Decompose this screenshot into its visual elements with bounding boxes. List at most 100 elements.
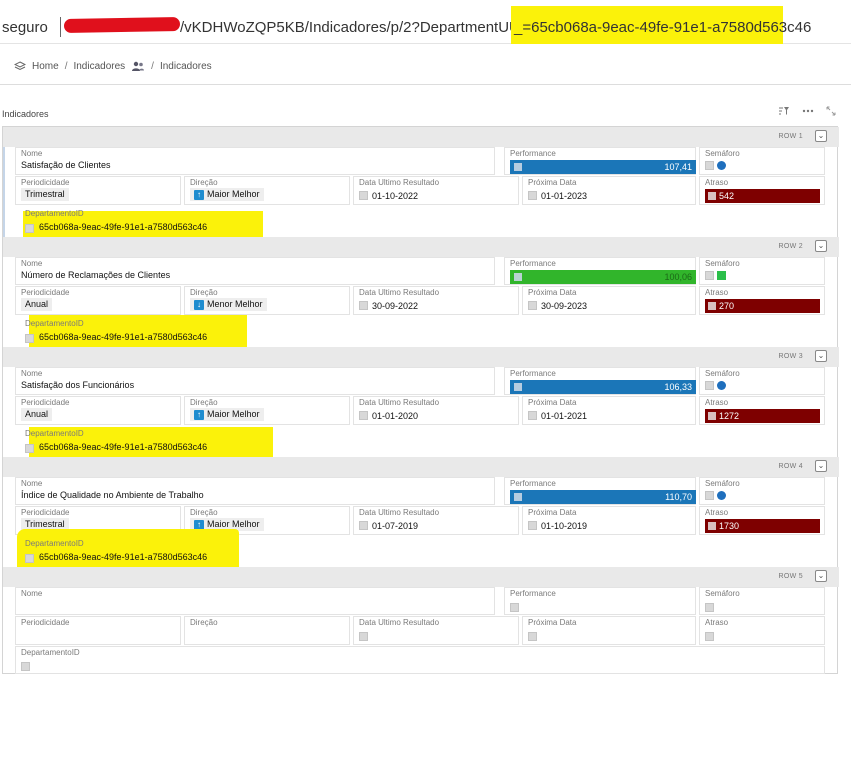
filter-sort-icon[interactable]: [778, 106, 790, 116]
proxima-data-text: 30-09-2023: [541, 301, 588, 311]
data-ultimo-value: 01-07-2019: [359, 521, 418, 531]
direcao-value: Maior Melhor: [207, 189, 260, 199]
row-label: ROW 3: [778, 353, 803, 360]
periodicidade-value: Trimestral: [21, 518, 69, 531]
field-icon: [21, 662, 30, 671]
data-ultimo-value: 01-10-2022: [359, 191, 418, 201]
field-icon: [708, 192, 716, 200]
periodicidade-label: Periodicidade: [21, 508, 70, 517]
data-ultimo-value: 01-01-2020: [359, 411, 418, 421]
performance-cell: Performance 106,33: [504, 367, 696, 395]
field-icon: [705, 603, 714, 612]
row-header-band: [3, 347, 839, 367]
periodicidade-value: Anual: [21, 298, 53, 311]
semaforo-dot-icon: [717, 161, 726, 170]
calendar-icon: [528, 191, 537, 200]
data-ultimo-label: Data Ultimo Resultado: [359, 178, 440, 187]
atraso-cell: Atraso: [699, 616, 825, 645]
atraso-label: Atraso: [705, 178, 729, 187]
field-icon: [25, 444, 34, 453]
gallery-row-1[interactable]: ROW 1 ⌄ Nome Satisfação de Clientes Perf…: [3, 127, 839, 257]
proxima-data-label: Próxima Data: [528, 398, 577, 407]
proxima-data-cell: Próxima Data 30-09-2023: [522, 286, 696, 315]
breadcrumb-home[interactable]: Home: [32, 60, 59, 72]
calendar-icon: [359, 632, 368, 641]
semaforo-label: Semáforo: [705, 369, 740, 378]
more-icon[interactable]: [802, 106, 814, 116]
data-ultimo-cell: Data Ultimo Resultado 01-07-2019: [353, 506, 519, 535]
periodicidade-label: Periodicidade: [21, 288, 70, 297]
chevron-down-icon[interactable]: ⌄: [815, 350, 827, 362]
url-query-value[interactable]: _=65cb068a-9eac-49fe-91e1-a7580d563c46: [514, 19, 812, 36]
atraso-value: 1272: [719, 411, 740, 421]
semaforo-cell: Semáforo: [699, 587, 825, 615]
field-icon: [514, 273, 522, 281]
performance-label: Performance: [510, 589, 556, 598]
direcao-chip: ↑ Maior Melhor: [190, 408, 264, 421]
layers-icon: [14, 60, 26, 70]
performance-value: 106,33: [664, 382, 692, 392]
selection-accent: [3, 127, 5, 239]
breadcrumb-current: Indicadores: [159, 60, 212, 72]
direcao-chip: ↑ Maior Melhor: [190, 518, 264, 531]
periodicidade-label: Periodicidade: [21, 618, 70, 627]
chevron-down-icon[interactable]: ⌄: [815, 240, 827, 252]
data-ultimo-label: Data Ultimo Resultado: [359, 508, 440, 517]
semaforo-dot-icon: [717, 381, 726, 390]
performance-bar: 110,70: [510, 490, 696, 504]
performance-value: 110,70: [665, 492, 692, 502]
direcao-cell: Direção: [184, 616, 350, 645]
row-header-band: [3, 457, 839, 477]
periodicidade-cell: Periodicidade: [15, 616, 181, 645]
calendar-icon: [359, 521, 368, 530]
departamento-label: DepartamentoID: [25, 539, 84, 548]
url-path[interactable]: /vKDHWoZQP5KB/Indicadores/p/2?Department…: [180, 19, 535, 36]
chevron-down-icon[interactable]: ⌄: [815, 460, 827, 472]
divider: [0, 84, 851, 85]
proxima-data-cell: Próxima Data 01-10-2019: [522, 506, 696, 535]
field-icon: [514, 493, 522, 501]
field-icon: [514, 383, 522, 391]
calendar-icon: [359, 191, 368, 200]
section-title: Indicadores: [2, 109, 49, 119]
calendar-icon: [528, 301, 537, 310]
field-icon: [25, 554, 34, 563]
semaforo-label: Semáforo: [705, 259, 740, 268]
performance-cell: Performance 100,06: [504, 257, 696, 285]
semaforo-label: Semáforo: [705, 589, 740, 598]
nome-value: Número de Reclamações de Clientes: [21, 270, 171, 280]
chevron-down-icon[interactable]: ⌄: [815, 130, 827, 142]
gallery-row-5[interactable]: ROW 5 ⌄ Nome Performance Semáforo Period…: [3, 567, 839, 677]
direcao-value: Maior Melhor: [207, 519, 260, 529]
breadcrumb: Home / Indicadores / Indicadores: [14, 59, 212, 73]
performance-label: Performance: [510, 479, 556, 488]
calendar-icon: [528, 521, 537, 530]
performance-cell: Performance 110,70: [504, 477, 696, 505]
proxima-data-cell: Próxima Data 01-01-2023: [522, 176, 696, 205]
row-header-band: [3, 567, 839, 587]
field-icon: [25, 334, 34, 343]
atraso-bar: 1272: [705, 409, 820, 423]
expand-icon[interactable]: [826, 106, 836, 116]
performance-value: 107,41: [664, 162, 692, 172]
performance-label: Performance: [510, 259, 556, 268]
address-bar[interactable]: seguro /vKDHWoZQP5KB/Indicadores/p/2?Dep…: [0, 0, 851, 44]
nome-value: Índice de Qualidade no Ambiente de Traba…: [21, 490, 204, 500]
performance-cell: Performance 107,41: [504, 147, 696, 175]
proxima-data-label: Próxima Data: [528, 508, 577, 517]
field-icon: [705, 491, 714, 500]
nome-cell: Nome: [15, 587, 495, 615]
breadcrumb-indicadores[interactable]: Indicadores: [73, 60, 126, 72]
gallery-row-4[interactable]: ROW 4 ⌄ Nome Índice de Qualidade no Ambi…: [3, 457, 839, 579]
proxima-data-cell: Próxima Data 01-01-2021: [522, 396, 696, 425]
chevron-down-icon[interactable]: ⌄: [815, 570, 827, 582]
gallery-row-3[interactable]: ROW 3 ⌄ Nome Satisfação dos Funcionários…: [3, 347, 839, 471]
departamento-label: DepartamentoID: [25, 319, 84, 328]
nome-label: Nome: [21, 149, 43, 158]
departamento-value: 65cb068a-9eac-49fe-91e1-a7580d563c46: [39, 222, 208, 232]
gallery-row-2[interactable]: ROW 2 ⌄ Nome Número de Reclamações de Cl…: [3, 237, 839, 359]
field-icon: [705, 632, 714, 641]
nome-cell: Nome Número de Reclamações de Clientes: [15, 257, 495, 285]
row-label: ROW 5: [778, 573, 803, 580]
departamento-label: DepartamentoID: [21, 648, 80, 657]
